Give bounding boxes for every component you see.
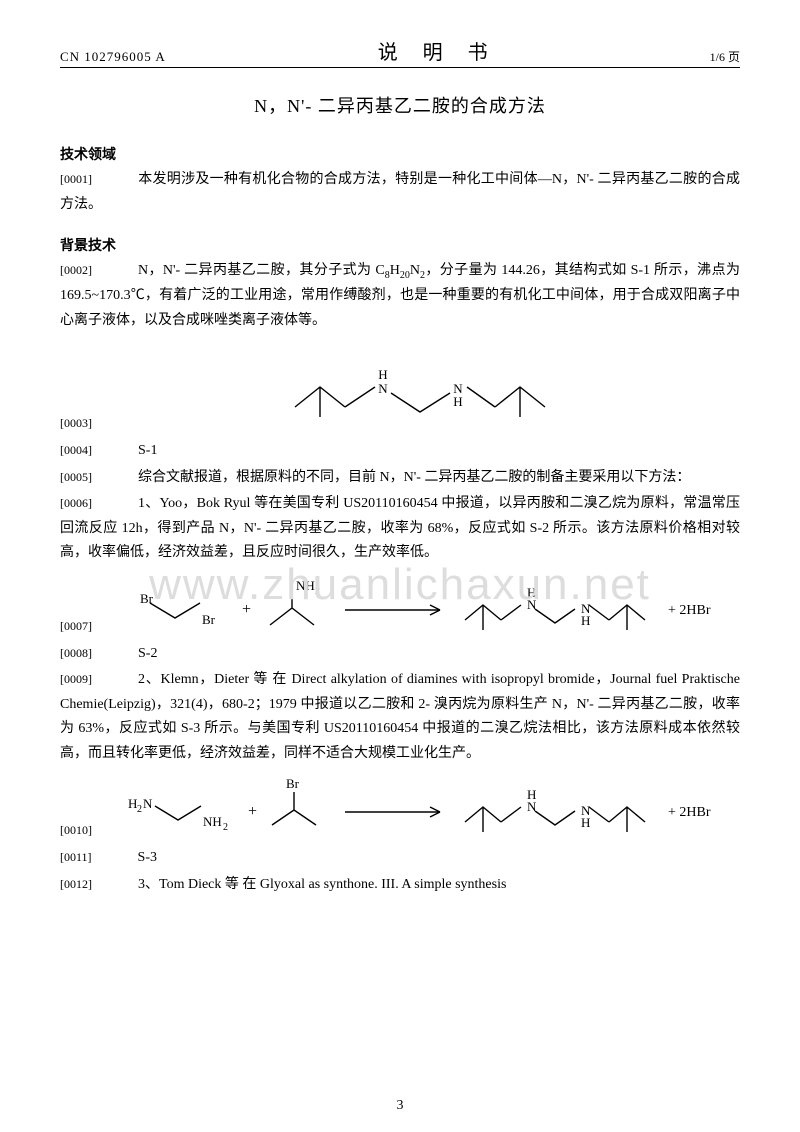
svg-text:2: 2 <box>223 822 228 833</box>
para-0008: [0008] S-2 <box>60 642 740 667</box>
para-num: [0003] <box>60 416 92 437</box>
chem-reaction-s3: H 2 N NH 2 + Br <box>110 770 740 844</box>
para-0001: [0001]本发明涉及一种有机化合物的合成方法，特别是一种化工中间体—N，N'-… <box>60 168 740 217</box>
para-text: S-1 <box>138 443 157 458</box>
svg-text:+: + <box>248 803 257 820</box>
para-num: [0009] <box>60 672 92 686</box>
doc-number: CN 102796005 A <box>60 49 166 65</box>
para-num: [0002] <box>60 263 92 277</box>
para-text: S-3 <box>138 850 157 865</box>
page-title: N，N'- 二异丙基乙二胺的合成方法 <box>60 92 740 118</box>
svg-text:H: H <box>581 613 590 628</box>
svg-text:Br: Br <box>286 776 300 791</box>
chem-structure-s1: N H N H <box>110 337 740 437</box>
page-container: CN 102796005 A 说 明 书 1/6 页 N，N'- 二异丙基乙二胺… <box>0 0 800 897</box>
svg-text:N: N <box>378 381 388 396</box>
para-0011: [0011] S-3 <box>60 846 740 871</box>
para-num: [0007] <box>60 619 92 640</box>
para-text: 本发明涉及一种有机化合物的合成方法，特别是一种化工中间体—N，N'- 二异丙基乙… <box>60 172 740 212</box>
para-text: 1、Yoo，Bok Ryul 等在美国专利 US20110160454 中报道，… <box>60 496 740 560</box>
para-num: [0011] <box>60 850 92 864</box>
para-0009: [0009]2、Klemn，Dieter 等 在 Direct alkylati… <box>60 668 740 766</box>
svg-text:H: H <box>581 815 590 830</box>
para-num: [0001] <box>60 172 92 186</box>
diagram-s3: [0010] H 2 N NH 2 + Br <box>60 770 740 844</box>
section-tech-field: 技术领域 <box>60 144 740 164</box>
svg-text:N: N <box>143 796 153 811</box>
para-0002: [0002]N，N'- 二异丙基乙二胺，其分子式为 C8H20N2，分子量为 1… <box>60 259 740 333</box>
para-text-a: N，N'- 二异丙基乙二胺，其分子式为 C <box>138 263 385 278</box>
para-num: [0008] <box>60 646 92 660</box>
svg-text:H: H <box>128 796 137 811</box>
formula-h: 20 <box>400 270 410 281</box>
svg-text:+: + <box>242 601 251 618</box>
para-text: S-2 <box>138 646 157 661</box>
para-text: 综合文献报道，根据原料的不同，目前 N，N'- 二异丙基乙二胺的制备主要采用以下… <box>138 470 690 485</box>
svg-text:H: H <box>527 787 536 802</box>
para-text: 2、Klemn，Dieter 等 在 Direct alkylation of … <box>60 672 740 761</box>
para-0005: [0005] 综合文献报道，根据原料的不同，目前 N，N'- 二异丙基乙二胺的制备… <box>60 466 740 491</box>
para-num: [0006] <box>60 496 92 510</box>
para-0006: [0006]1、Yoo，Bok Ryul 等在美国专利 US2011016045… <box>60 492 740 566</box>
svg-text:NH: NH <box>203 814 222 829</box>
header: CN 102796005 A 说 明 书 1/6 页 <box>60 36 740 68</box>
svg-text:H: H <box>453 394 462 409</box>
para-num: [0005] <box>60 470 92 484</box>
svg-text:NH: NH <box>296 578 315 593</box>
section-background: 背景技术 <box>60 235 740 255</box>
para-num: [0004] <box>60 443 92 457</box>
svg-text:2: 2 <box>315 586 320 597</box>
diagram-s1: [0003] N H N H <box>60 337 740 437</box>
para-0012: [0012] 3、Tom Dieck 等 在 Glyoxal as synthon… <box>60 873 740 898</box>
doc-type: 说 明 书 <box>378 36 498 65</box>
para-0004: [0004] S-1 <box>60 439 740 464</box>
svg-text:Br: Br <box>140 591 154 606</box>
para-num: [0010] <box>60 823 92 844</box>
svg-text:H: H <box>527 585 536 600</box>
svg-text:H: H <box>378 367 387 382</box>
chem-reaction-s2: Br Br + NH 2 N H <box>110 570 740 640</box>
footer-page-number: 3 <box>0 1098 800 1114</box>
svg-text:+ 2HBr: + 2HBr <box>668 603 711 618</box>
formula-c: 8 <box>385 270 390 281</box>
page-indicator: 1/6 页 <box>710 48 740 65</box>
diagram-s2: [0007] Br Br + NH 2 <box>60 570 740 640</box>
svg-text:+ 2HBr: + 2HBr <box>668 805 711 820</box>
para-text: 3、Tom Dieck 等 在 Glyoxal as synthone. III… <box>138 877 506 892</box>
para-num: [0012] <box>60 877 92 891</box>
svg-text:2: 2 <box>137 804 142 815</box>
svg-text:Br: Br <box>202 612 216 627</box>
